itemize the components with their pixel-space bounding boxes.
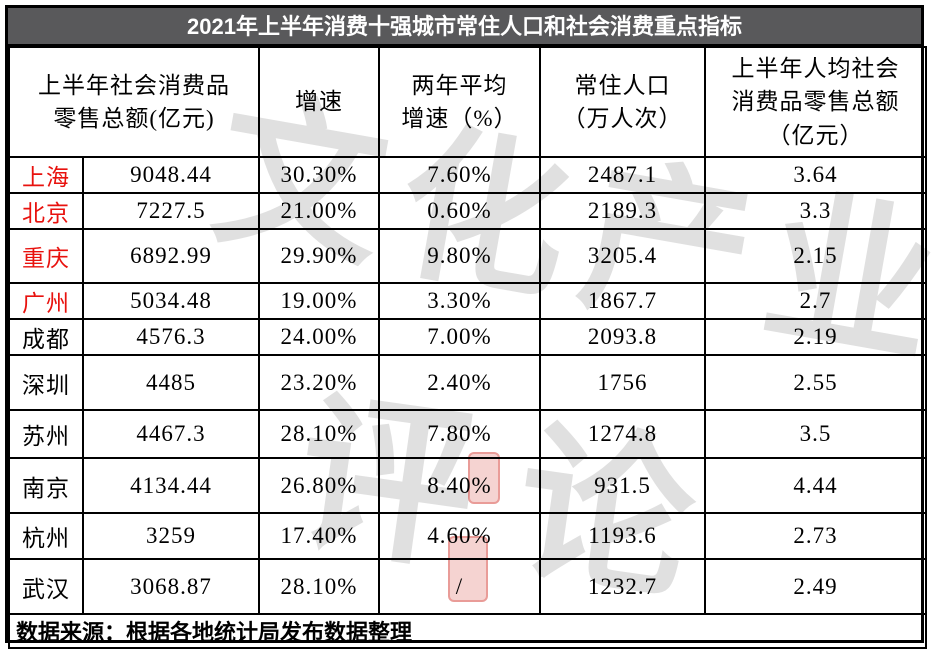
- city-name: 深圳: [8, 354, 84, 411]
- population: 2487.1: [539, 156, 706, 194]
- two-year-growth: 2.40%: [378, 354, 541, 411]
- population: 3205.4: [539, 228, 706, 284]
- table-row-hangzhou: 杭州 3259 17.40% 4.60% 1193.6 2.73: [8, 512, 927, 560]
- table-row-suzhou: 苏州 4467.3 28.10% 7.80% 1274.8 3.5: [8, 409, 927, 459]
- growth-rate: 23.20%: [258, 354, 380, 411]
- population: 1193.6: [539, 512, 706, 560]
- retail-total: 9048.44: [82, 156, 260, 194]
- growth-rate: 30.30%: [258, 156, 380, 194]
- two-year-growth: 7.60%: [378, 156, 541, 194]
- two-year-growth: 9.80%: [378, 228, 541, 284]
- city-name: 上海: [8, 156, 84, 194]
- city-name: 北京: [8, 192, 84, 230]
- growth-rate: 17.40%: [258, 512, 380, 560]
- population: 1756: [539, 354, 706, 411]
- table-frame: 2021年上半年消费十强城市常住人口和社会消费重点指标 上半年社会消费品 零售总…: [5, 5, 927, 649]
- city-name: 苏州: [8, 409, 84, 459]
- per-capita-retail: 3.3: [704, 192, 927, 230]
- retail-total: 6892.99: [82, 228, 260, 284]
- table-row-shenzhen: 深圳 4485 23.20% 2.40% 1756 2.55: [8, 354, 927, 411]
- page-title: 2021年上半年消费十强城市常住人口和社会消费重点指标: [8, 8, 921, 46]
- table-row-chongqing: 重庆 6892.99 29.90% 9.80% 3205.4 2.15: [8, 228, 927, 284]
- growth-rate: 26.80%: [258, 457, 380, 514]
- city-name: 南京: [8, 457, 84, 514]
- growth-rate: 21.00%: [258, 192, 380, 230]
- column-header-two-year-growth: 两年平均 增速（%）: [378, 46, 541, 158]
- table-row-beijing: 北京 7227.5 21.00% 0.60% 2189.3 3.3: [8, 192, 927, 230]
- retail-total: 4485: [82, 354, 260, 411]
- two-year-growth: 7.80%: [378, 409, 541, 459]
- population: 1232.7: [539, 558, 706, 615]
- per-capita-retail: 3.5: [704, 409, 927, 459]
- city-name: 杭州: [8, 512, 84, 560]
- two-year-growth: 8.40%: [378, 457, 541, 514]
- per-capita-retail: 2.49: [704, 558, 927, 615]
- city-name: 成都: [8, 318, 84, 356]
- two-year-growth: 3.30%: [378, 282, 541, 320]
- per-capita-retail: 2.7: [704, 282, 927, 320]
- city-name: 武汉: [8, 558, 84, 615]
- table-row-shanghai: 上海 9048.44 30.30% 7.60% 2487.1 3.64: [8, 156, 927, 194]
- column-header-per-capita: 上半年人均社会 消费品零售总额 （亿元）: [704, 46, 927, 158]
- per-capita-retail: 2.73: [704, 512, 927, 560]
- retail-total: 3259: [82, 512, 260, 560]
- two-year-growth: 4.60%: [378, 512, 541, 560]
- per-capita-retail: 2.19: [704, 318, 927, 356]
- city-name: 广州: [8, 282, 84, 320]
- per-capita-retail: 3.64: [704, 156, 927, 194]
- population: 931.5: [539, 457, 706, 514]
- column-header-growth: 增速: [258, 46, 380, 158]
- growth-rate: 24.00%: [258, 318, 380, 356]
- footer-row: 数据来源：根据各地统计局发布数据整理: [8, 613, 927, 649]
- growth-rate: 29.90%: [258, 228, 380, 284]
- data-table: 上半年社会消费品 零售总额(亿元) 增速 两年平均 增速（%） 常住人口 （万人…: [8, 46, 927, 649]
- retail-total: 4134.44: [82, 457, 260, 514]
- column-header-population: 常住人口 （万人次）: [539, 46, 706, 158]
- per-capita-retail: 2.15: [704, 228, 927, 284]
- growth-rate: 19.00%: [258, 282, 380, 320]
- retail-total: 5034.48: [82, 282, 260, 320]
- two-year-growth: /: [378, 558, 541, 615]
- table-row-chengdu: 成都 4576.3 24.00% 7.00% 2093.8 2.19: [8, 318, 927, 356]
- retail-total: 7227.5: [82, 192, 260, 230]
- population: 1274.8: [539, 409, 706, 459]
- retail-total: 3068.87: [82, 558, 260, 615]
- table-row-nanjing: 南京 4134.44 26.80% 8.40% 931.5 4.44: [8, 457, 927, 514]
- population: 2093.8: [539, 318, 706, 356]
- table-row-guangzhou: 广州 5034.48 19.00% 3.30% 1867.7 2.7: [8, 282, 927, 320]
- city-name: 重庆: [8, 228, 84, 284]
- population: 2189.3: [539, 192, 706, 230]
- population: 1867.7: [539, 282, 706, 320]
- growth-rate: 28.10%: [258, 409, 380, 459]
- per-capita-retail: 2.55: [704, 354, 927, 411]
- two-year-growth: 0.60%: [378, 192, 541, 230]
- column-header-retail-total: 上半年社会消费品 零售总额(亿元): [8, 46, 260, 158]
- table-row-wuhan: 武汉 3068.87 28.10% / 1232.7 2.49: [8, 558, 927, 615]
- retail-total: 4576.3: [82, 318, 260, 356]
- source-note: 数据来源：根据各地统计局发布数据整理: [8, 613, 927, 649]
- two-year-growth: 7.00%: [378, 318, 541, 356]
- retail-total: 4467.3: [82, 409, 260, 459]
- per-capita-retail: 4.44: [704, 457, 927, 514]
- growth-rate: 28.10%: [258, 558, 380, 615]
- header-row: 上半年社会消费品 零售总额(亿元) 增速 两年平均 增速（%） 常住人口 （万人…: [8, 46, 927, 158]
